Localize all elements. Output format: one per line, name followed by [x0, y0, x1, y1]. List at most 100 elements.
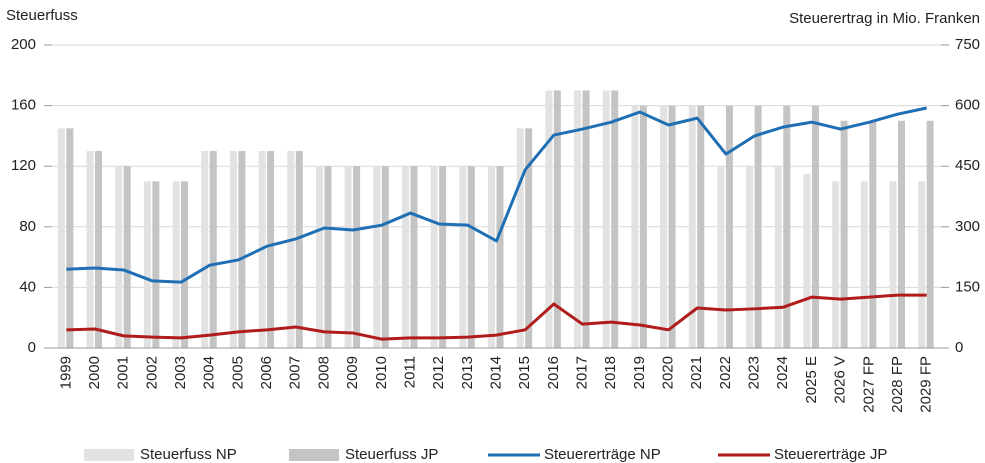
- bar: [611, 90, 619, 348]
- bar: [115, 166, 123, 348]
- x-tick-label: 2007: [287, 356, 304, 389]
- bar: [401, 166, 409, 348]
- bar: [229, 151, 237, 348]
- x-tick-label: 2001: [115, 356, 132, 389]
- bar: [725, 105, 733, 348]
- y-tick-label: 0: [28, 339, 36, 356]
- bar: [811, 105, 819, 348]
- bar: [525, 128, 533, 348]
- x-tick-label: 2020: [660, 356, 677, 389]
- x-tick-label: 2029 FP: [918, 356, 935, 413]
- y2-tick-label: 300: [955, 218, 980, 235]
- x-tick-label: 2017: [574, 356, 591, 389]
- x-tick-label: 2004: [201, 356, 218, 389]
- bar: [639, 105, 647, 348]
- bar: [439, 166, 447, 348]
- bar: [631, 105, 639, 348]
- bar: [869, 120, 877, 348]
- y-axis-title: Steuerfuss: [6, 7, 78, 24]
- y2-tick-label: 150: [955, 278, 980, 295]
- bar: [668, 105, 676, 348]
- bar: [746, 166, 754, 348]
- bar: [774, 166, 782, 348]
- bar: [410, 166, 418, 348]
- bar: [697, 105, 705, 348]
- bar: [201, 151, 209, 348]
- x-tick-label: 2015: [516, 356, 533, 389]
- x-tick-label: 2019: [631, 356, 648, 389]
- bar: [430, 166, 438, 348]
- x-tick-label: 2023: [746, 356, 763, 389]
- bar: [123, 166, 131, 348]
- bar: [926, 120, 934, 348]
- bar: [660, 105, 668, 348]
- x-tick-label: 2009: [344, 356, 361, 389]
- y2-tick-label: 600: [955, 97, 980, 114]
- bar: [840, 120, 848, 348]
- bar: [889, 181, 897, 348]
- x-tick-label: 2012: [430, 356, 447, 389]
- bar: [860, 181, 868, 348]
- line: [66, 293, 927, 341]
- y-tick-label: 200: [11, 36, 36, 53]
- bar: [783, 105, 791, 348]
- bar: [754, 105, 762, 348]
- x-tick-label: 2026 V: [832, 356, 849, 404]
- x-tick-label: 2013: [459, 356, 476, 389]
- bar: [373, 166, 381, 348]
- bar: [315, 166, 323, 348]
- legend-swatch: [84, 449, 134, 461]
- bar: [344, 166, 352, 348]
- bar: [287, 151, 295, 348]
- bar: [496, 166, 504, 348]
- y2-tick-label: 0: [955, 339, 963, 356]
- bar: [545, 90, 553, 348]
- x-tick-label: 2014: [487, 356, 504, 389]
- y-tick-label: 120: [11, 157, 36, 174]
- y-tick-label: 40: [19, 278, 36, 295]
- bar: [181, 181, 189, 348]
- bar: [516, 128, 524, 348]
- bar: [602, 90, 610, 348]
- bar: [832, 181, 840, 348]
- bar: [152, 181, 160, 348]
- x-tick-label: 2024: [774, 356, 791, 389]
- x-tick-label: 2005: [229, 356, 246, 389]
- line: [66, 106, 927, 284]
- legend-label: Steuerfuss NP: [140, 446, 237, 463]
- bar: [143, 181, 151, 348]
- bar: [918, 181, 926, 348]
- legend-label: Steuererträge JP: [774, 446, 887, 463]
- bar: [353, 166, 361, 348]
- bar: [897, 120, 905, 348]
- x-tick-label: 2006: [258, 356, 275, 389]
- bar: [467, 166, 475, 348]
- bar: [295, 151, 303, 348]
- x-tick-label: 2016: [545, 356, 562, 389]
- legend-label: Steuererträge NP: [544, 446, 661, 463]
- bar: [267, 151, 275, 348]
- x-tick-label: 2018: [602, 356, 619, 389]
- bar: [381, 166, 389, 348]
- bar: [95, 151, 103, 348]
- x-tick-label: 2010: [373, 356, 390, 389]
- x-tick-label: 2027 FP: [860, 356, 877, 413]
- bar: [553, 90, 561, 348]
- x-tick-label: 2028 FP: [889, 356, 906, 413]
- bar: [66, 128, 74, 348]
- bar: [172, 181, 180, 348]
- bar: [574, 90, 582, 348]
- bar: [582, 90, 590, 348]
- bar: [803, 173, 811, 348]
- y2-axis-title: Steuerertrag in Mio. Franken: [789, 10, 980, 27]
- bar: [238, 151, 246, 348]
- x-tick-label: 2003: [172, 356, 189, 389]
- x-tick-label: 2002: [143, 356, 160, 389]
- x-tick-label: 2025 E: [803, 356, 820, 404]
- x-tick-label: 2011: [401, 356, 418, 388]
- y2-tick-label: 750: [955, 36, 980, 53]
- x-tick-label: 2000: [86, 356, 103, 389]
- x-tick-label: 2008: [315, 356, 332, 389]
- legend-label: Steuerfuss JP: [345, 446, 438, 463]
